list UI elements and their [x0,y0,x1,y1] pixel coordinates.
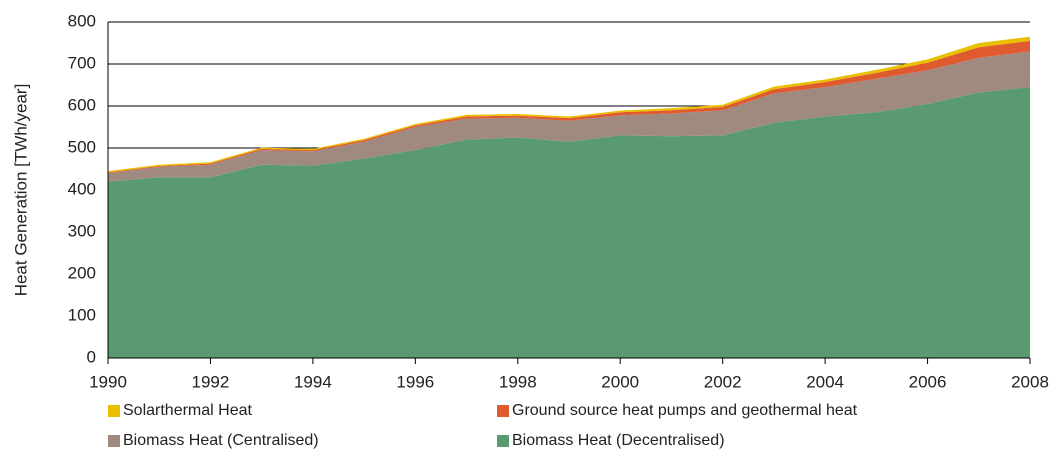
y-tick-label: 0 [87,347,96,366]
x-tick-label: 1998 [499,372,537,391]
x-tick-label: 2002 [704,372,742,391]
legend-label: Biomass Heat (Decentralised) [512,432,725,449]
y-tick-label: 400 [68,179,96,198]
legend-label: Solarthermal Heat [123,402,253,419]
legend-label: Biomass Heat (Centralised) [123,432,319,449]
area [108,51,1030,182]
legend-swatch [108,435,120,447]
y-tick-label: 700 [68,53,96,72]
y-tick-label: 500 [68,137,96,156]
x-tick-label: 1994 [294,372,332,391]
y-tick-label: 600 [68,95,96,114]
x-tick-label: 2006 [909,372,947,391]
x-tick-label: 2008 [1011,372,1049,391]
legend-swatch [497,405,509,417]
y-tick-label: 100 [68,305,96,324]
x-tick-label: 2004 [806,372,844,391]
y-axis-label: Heat Generation [TWh/year] [11,84,30,297]
x-tick-label: 2000 [601,372,639,391]
x-tick-label: 1996 [396,372,434,391]
y-tick-label: 300 [68,221,96,240]
legend-label: Ground source heat pumps and geothermal … [512,402,858,419]
x-tick-label: 1992 [192,372,230,391]
x-tick-label: 1990 [89,372,127,391]
y-tick-label: 800 [68,11,96,30]
area [108,87,1030,358]
legend-swatch [497,435,509,447]
y-tick-label: 200 [68,263,96,282]
legend-swatch [108,405,120,417]
